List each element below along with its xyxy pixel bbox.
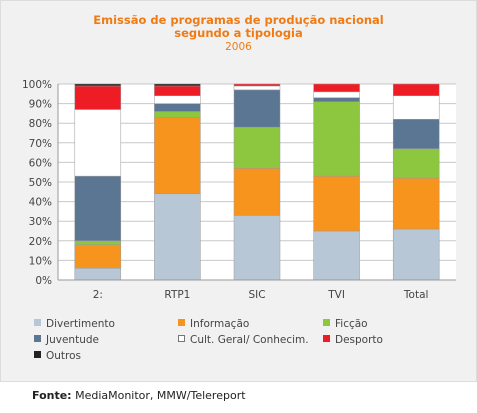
bar-segment (233, 85, 281, 91)
legend-item: Juventude (34, 334, 99, 346)
x-tick-label: 2: (93, 289, 103, 300)
y-tick-label: 40% (29, 197, 52, 209)
y-tick-label: 70% (29, 138, 52, 150)
bar-segment (154, 193, 201, 281)
chart-title: Emissão de programas de produção naciona… (93, 13, 384, 27)
bar-segment (233, 89, 281, 128)
bar-segment (74, 109, 122, 177)
bar-segment (392, 83, 440, 97)
bar-segment (392, 119, 440, 149)
chart-subtitle: 2006 (225, 41, 252, 53)
legend-item: Ficção (323, 318, 368, 330)
bar-segment (74, 244, 122, 269)
legend-swatch (323, 319, 330, 326)
bar-segment (154, 85, 201, 97)
bar-segment (313, 83, 360, 93)
legend-label: Ficção (335, 318, 368, 330)
legend-swatch (34, 351, 41, 358)
x-tick-label: SIC (248, 289, 265, 300)
legend-swatch (323, 335, 330, 342)
bar-segment (392, 95, 440, 120)
bar-segment (233, 126, 281, 169)
y-tick-label: 20% (29, 236, 52, 248)
legend-label: Cult. Geral/ Conhecim. (190, 334, 309, 346)
source-label: Fonte: (32, 389, 72, 402)
legend-item: Outros (34, 350, 81, 362)
legend-swatch (178, 335, 185, 342)
bar-segment (74, 175, 122, 242)
bar-segment (233, 215, 281, 281)
bar-segment (313, 230, 360, 281)
y-tick-label: 90% (29, 99, 52, 111)
source-note: Fonte: MediaMonitor, MMW/Telereport (32, 389, 246, 402)
x-tick-label: TVI (327, 289, 345, 300)
legend-label: Desporto (335, 334, 383, 346)
bar-segment (392, 148, 440, 179)
legend-swatch (34, 319, 41, 326)
bar-segment (313, 91, 360, 98)
legend-item: Desporto (323, 334, 383, 346)
bar-segment (154, 95, 201, 104)
y-tick-label: 30% (29, 216, 52, 228)
bar-segment (313, 101, 360, 177)
legend-swatch (178, 319, 185, 326)
source-text: MediaMonitor, MMW/Telereport (75, 389, 246, 402)
bar-segment (313, 97, 360, 102)
y-tick-label: 50% (29, 177, 52, 189)
bar-segment (392, 177, 440, 230)
bar-segment (154, 117, 201, 195)
x-tick-label: RTP1 (164, 289, 190, 300)
x-tick-label: Total (403, 289, 429, 300)
legend-item: Divertimento (34, 318, 115, 330)
legend-label: Outros (46, 350, 82, 362)
y-tick-label: 60% (29, 157, 52, 169)
legend-label: Divertimento (46, 318, 115, 330)
legend-label: Juventude (46, 334, 99, 346)
bar-segment (392, 228, 440, 281)
bar-segment (74, 83, 122, 87)
bar-segment (74, 240, 122, 245)
legend-item: Informação (178, 318, 249, 330)
bar-segment (154, 111, 201, 118)
bar-segment (154, 103, 201, 112)
bar-segment (313, 175, 360, 232)
chart-title-line2: segundo a tipologia (174, 26, 303, 40)
legend-swatch (34, 335, 41, 342)
y-tick-label: 10% (29, 255, 52, 267)
legend-label: Informação (190, 318, 250, 330)
bar-segment (233, 168, 281, 216)
stacked-bar-chart: 0% 10% 20% 30% 40% 50% 60% 70% 80% 90% 100% 2: RTP1 S… (22, 79, 456, 300)
y-tick-label: 100% (22, 79, 52, 91)
y-tick-label: 0% (35, 275, 52, 287)
bar-segment (154, 83, 201, 87)
legend-item: Cult. Geral/ Conhecim. (178, 334, 309, 346)
bar-segment (74, 85, 122, 110)
y-tick-label: 80% (29, 118, 52, 130)
bar-segment (233, 83, 281, 87)
bar-segment (74, 267, 122, 281)
